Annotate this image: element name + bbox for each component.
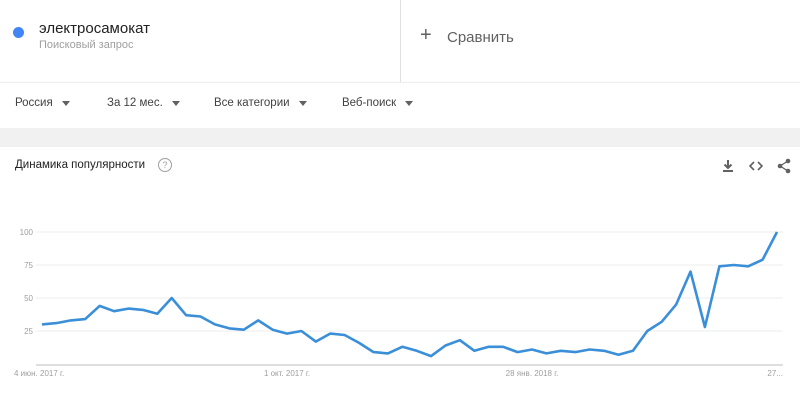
period-dropdown[interactable]: За 12 мес. xyxy=(107,97,180,109)
chevron-down-icon xyxy=(61,100,70,106)
data-point[interactable] xyxy=(54,321,58,325)
data-point[interactable] xyxy=(717,264,721,268)
category-label: Все категории xyxy=(214,97,290,109)
chevron-down-icon xyxy=(171,100,180,106)
data-point[interactable] xyxy=(400,345,404,349)
data-point[interactable] xyxy=(429,354,433,358)
data-point[interactable] xyxy=(40,322,44,326)
download-icon[interactable] xyxy=(719,157,737,175)
data-point[interactable] xyxy=(746,264,750,268)
data-point[interactable] xyxy=(357,341,361,345)
y-tick-label: 25 xyxy=(24,327,33,336)
data-point[interactable] xyxy=(501,345,505,349)
compare-label: Сравнить xyxy=(447,29,514,46)
filter-bar: Россия За 12 мес. Все категории Веб-поис… xyxy=(0,82,800,128)
search-term-name[interactable]: электросамокат xyxy=(39,20,150,37)
search-term-bar: электросамокат Поисковый запрос + Сравни… xyxy=(0,0,800,82)
data-point[interactable] xyxy=(271,328,275,332)
data-point[interactable] xyxy=(516,350,520,354)
data-point[interactable] xyxy=(299,329,303,333)
plus-icon: + xyxy=(420,24,432,46)
data-point[interactable] xyxy=(155,312,159,316)
data-point[interactable] xyxy=(98,304,102,308)
data-point[interactable] xyxy=(573,350,577,354)
data-point[interactable] xyxy=(472,349,476,353)
series-color-dot xyxy=(13,27,24,38)
search-type-label: Веб-поиск xyxy=(342,97,397,109)
data-point[interactable] xyxy=(689,270,693,274)
search-term-subtitle: Поисковый запрос xyxy=(39,39,134,51)
y-tick-label: 100 xyxy=(20,228,34,237)
data-point[interactable] xyxy=(314,340,318,344)
data-point[interactable] xyxy=(126,307,130,311)
search-type-dropdown[interactable]: Веб-поиск xyxy=(342,97,414,109)
series-line[interactable] xyxy=(41,231,779,358)
data-point[interactable] xyxy=(83,317,87,321)
data-point[interactable] xyxy=(415,349,419,353)
data-point[interactable] xyxy=(343,333,347,337)
search-term-box[interactable]: электросамокат Поисковый запрос xyxy=(0,0,401,82)
category-dropdown[interactable]: Все категории xyxy=(214,97,307,109)
data-point[interactable] xyxy=(328,332,332,336)
compare-button[interactable]: + Сравнить xyxy=(402,0,800,82)
card-title: Динамика популярности xyxy=(15,159,146,171)
data-point[interactable] xyxy=(69,318,73,322)
data-point[interactable] xyxy=(530,347,534,351)
data-point[interactable] xyxy=(775,230,779,234)
data-point[interactable] xyxy=(112,309,116,313)
data-point[interactable] xyxy=(588,347,592,351)
data-point[interactable] xyxy=(285,332,289,336)
y-tick-label: 75 xyxy=(24,261,33,270)
data-point[interactable] xyxy=(674,303,678,307)
data-point[interactable] xyxy=(242,328,246,332)
data-point[interactable] xyxy=(544,351,548,355)
data-point[interactable] xyxy=(458,338,462,342)
data-point[interactable] xyxy=(487,345,491,349)
data-point[interactable] xyxy=(631,349,635,353)
data-point[interactable] xyxy=(256,318,260,322)
x-tick-label: 28 янв. 2018 г. xyxy=(506,369,559,378)
data-point[interactable] xyxy=(616,353,620,357)
data-point[interactable] xyxy=(199,314,203,318)
data-point[interactable] xyxy=(602,349,606,353)
data-point[interactable] xyxy=(645,329,649,333)
region-label: Россия xyxy=(15,97,53,109)
interest-over-time-card: Динамика популярности ? 100 75 50 25 4 июн. … xyxy=(0,147,800,400)
data-point[interactable] xyxy=(184,313,188,317)
line-chart: 100 75 50 25 4 июн. 2017 г. 1 окт. 2017 г. 28 … xyxy=(14,228,783,378)
region-dropdown[interactable]: Россия xyxy=(15,97,70,109)
help-icon[interactable]: ? xyxy=(158,158,172,172)
data-point[interactable] xyxy=(170,296,174,300)
x-tick-label: 1 окт. 2017 г. xyxy=(264,369,310,378)
data-point[interactable] xyxy=(660,320,664,324)
share-icon[interactable] xyxy=(775,157,793,175)
data-point[interactable] xyxy=(386,351,390,355)
data-point[interactable] xyxy=(227,326,231,330)
data-point[interactable] xyxy=(213,322,217,326)
y-tick-label: 50 xyxy=(24,294,33,303)
data-point[interactable] xyxy=(141,308,145,312)
chevron-down-icon xyxy=(298,100,307,106)
chevron-down-icon xyxy=(405,100,414,106)
section-divider xyxy=(0,128,800,147)
data-point[interactable] xyxy=(732,263,736,267)
embed-icon[interactable] xyxy=(747,157,765,175)
data-point[interactable] xyxy=(444,344,448,348)
x-tick-label: 4 июн. 2017 г. xyxy=(14,369,64,378)
data-point[interactable] xyxy=(371,350,375,354)
data-point[interactable] xyxy=(761,258,765,262)
data-point[interactable] xyxy=(559,349,563,353)
data-point[interactable] xyxy=(703,325,707,329)
period-label: За 12 мес. xyxy=(107,97,163,109)
x-tick-label: 27... xyxy=(767,369,783,378)
